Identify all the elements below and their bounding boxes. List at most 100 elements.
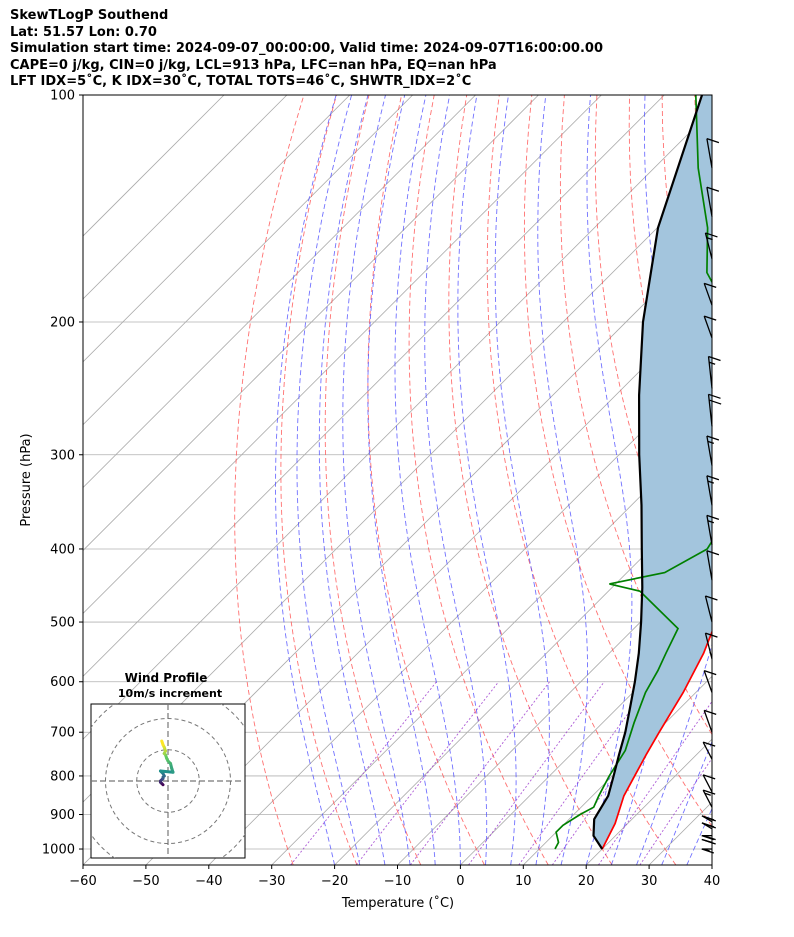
isotherm [83, 95, 225, 237]
dry-adiabat [367, 95, 485, 865]
x-axis-label: Temperature (˚C) [341, 895, 454, 911]
isotherm [460, 612, 712, 865]
x-tick-label: 10 [515, 874, 532, 889]
wind-barb [701, 835, 716, 841]
moist-adiabat [610, 95, 685, 865]
moist-adiabat [424, 95, 488, 865]
y-tick-label: 500 [50, 616, 75, 631]
temperature-line [601, 629, 712, 850]
chart-title: SkewTLogP Southend [10, 8, 169, 23]
dry-adiabat [448, 95, 613, 865]
moist-adiabat [537, 95, 588, 865]
dry-adiabat [486, 95, 677, 865]
wind-barb [702, 741, 716, 760]
dry-adiabat [324, 95, 422, 865]
wind-barb [707, 355, 721, 389]
moist-adiabat [296, 95, 361, 865]
wind-barb [703, 315, 717, 339]
wind-barb [706, 514, 720, 545]
wind-barb [706, 435, 720, 466]
dewpoint-line [554, 95, 712, 850]
dry-adiabat [408, 95, 549, 865]
isotherm [83, 109, 712, 740]
hodograph-segment [159, 769, 175, 774]
x-tick-label: −50 [132, 874, 159, 889]
isotherm [334, 487, 712, 865]
wind-profile-inset: Wind Profile 10m/s increment [90, 671, 246, 859]
isotherm [83, 95, 476, 489]
isotherm [711, 864, 712, 865]
moist-adiabat [661, 740, 712, 865]
wind-barb [706, 475, 720, 506]
x-tick-label: −30 [258, 874, 285, 889]
isotherm [271, 424, 712, 865]
y-tick-label: 600 [50, 675, 75, 690]
moist-adiabat [494, 95, 550, 865]
moist-adiabat [457, 95, 517, 865]
isotherm [83, 95, 413, 426]
mixing-ratio-line [518, 681, 652, 865]
dry-adiabat [594, 95, 712, 639]
moist-adiabat [686, 807, 712, 865]
wind-barb [707, 393, 722, 427]
wind-barb [702, 774, 716, 793]
moist-adiabat [275, 95, 337, 865]
isotherm [208, 361, 712, 865]
wind-barb [702, 789, 716, 808]
wind-barb [701, 838, 716, 845]
isotherm [145, 298, 712, 865]
isotherm [83, 95, 351, 363]
dry-adiabat [234, 95, 305, 865]
wind-barb [703, 282, 717, 306]
hodograph-segment [160, 739, 165, 747]
wind-barb [703, 709, 717, 733]
mixing-ratio-line [410, 681, 550, 865]
mixing-ratio-line [598, 700, 712, 865]
reference-lines [83, 95, 794, 865]
isotherm [397, 549, 712, 865]
profile-lines [554, 95, 712, 850]
wind-barb [706, 186, 720, 217]
x-tick-label: 40 [704, 874, 721, 889]
index-line: LFT IDX=5˚C, K IDX=30˚C, TOTAL TOTS=46˚C… [10, 74, 472, 90]
y-tick-label: 100 [50, 89, 75, 104]
moist-adiabat [342, 95, 411, 865]
x-tick-label: 30 [641, 874, 658, 889]
wind-barbs [701, 138, 722, 854]
location-line: Lat: 51.57 Lon: 0.70 [10, 24, 157, 40]
x-tick-label: −20 [321, 874, 348, 889]
wind-barb [701, 848, 715, 854]
wind-barb [704, 595, 718, 623]
dry-adiabat [280, 95, 358, 865]
dry-adiabat [760, 95, 794, 865]
moist-adiabat [318, 95, 386, 865]
inset-subtitle: 10m/s increment [118, 687, 222, 700]
shaded-area [593, 95, 712, 849]
inset-title: Wind Profile [125, 671, 208, 685]
wind-barb [704, 632, 718, 660]
x-tick-label: 20 [578, 874, 595, 889]
x-tick-label: −10 [384, 874, 411, 889]
wind-barb [701, 815, 716, 823]
moist-adiabat [394, 95, 461, 865]
y-tick-label: 300 [50, 448, 75, 463]
isotherm [83, 95, 288, 300]
mixing-ratio-line [290, 681, 437, 865]
axis-ticks: −60 −50 −40 −30 −20 −10 0 10 20 30 40 100 200 300 400 5… [42, 89, 720, 890]
mixing-ratio-line [639, 757, 712, 865]
parcel-line [592, 95, 704, 850]
wind-barb [704, 232, 718, 260]
dry-adiabat [523, 95, 712, 828]
y-axis-label: Pressure (hPa) [19, 433, 34, 526]
moist-adiabat [636, 642, 712, 865]
cape-line: CAPE=0 j/kg, CIN=0 j/kg, LCL=913 hPa, LF… [10, 57, 497, 73]
dry-adiabat [727, 95, 794, 865]
y-tick-label: 1000 [42, 843, 75, 858]
wind-barb [706, 550, 720, 581]
moist-adiabat [585, 95, 633, 865]
y-tick-label: 800 [50, 769, 75, 784]
x-tick-label: −40 [195, 874, 222, 889]
y-tick-label: 700 [50, 726, 75, 741]
x-tick-label: 0 [456, 874, 464, 889]
